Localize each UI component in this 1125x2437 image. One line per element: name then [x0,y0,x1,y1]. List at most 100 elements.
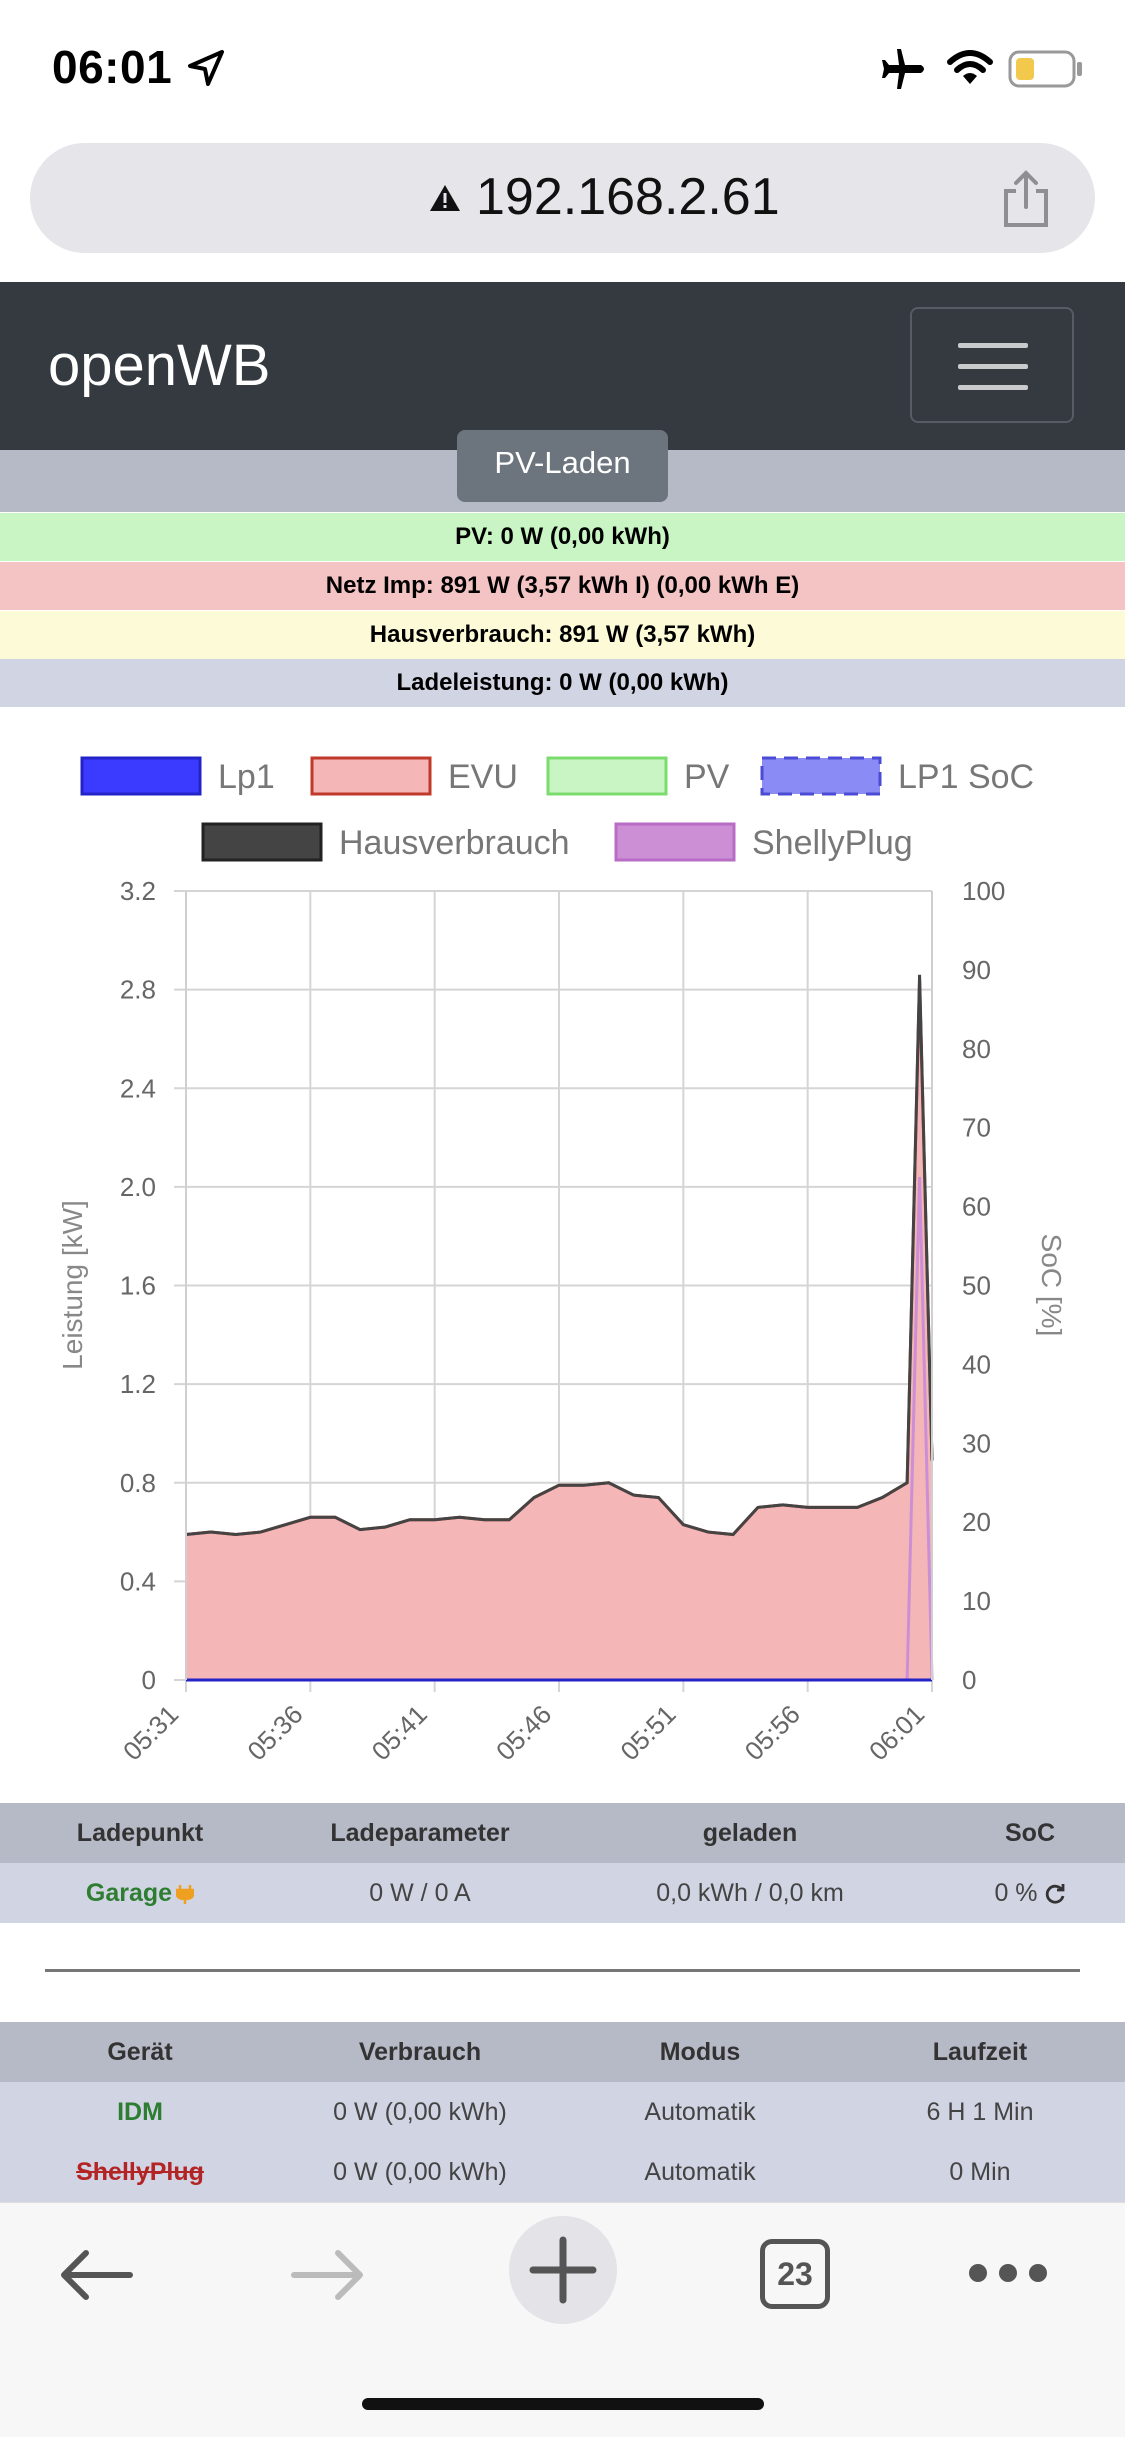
y-tick-label: 2.0 [120,1172,156,1202]
header-modus: Modus [659,2038,741,2066]
hausverbrauch-line [185,974,934,1537]
device-runtime: 6 H 1 Min [926,2098,1034,2126]
header-verbrauch: Verbrauch [358,2038,482,2066]
chargepoint-name[interactable]: Garage [85,1879,173,1907]
status-bar: 06:01 [0,0,1125,140]
legend-swatch [80,756,202,796]
y2-tick-label: 50 [962,1271,991,1301]
table-row: IDM 0 W (0,00 kWh) Automatik 6 H 1 Min [0,2082,1125,2142]
brand-title[interactable]: openWB [48,333,271,398]
header-geladen: geladen [702,1819,798,1847]
table-header: Gerät Verbrauch Modus Laufzeit [0,2022,1125,2082]
refresh-icon[interactable] [1044,1883,1066,1905]
hamburger-icon [958,385,1028,390]
power-chart: Lp1 EVU PV LP1 SoC Hausverbrauch ShellyPlug 0 0… [57,756,1067,1766]
tabs-button[interactable]: 23 [760,2239,830,2309]
browser-toolbar: 23 [0,2202,1125,2437]
more-dots-icon[interactable] [966,2261,1050,2285]
y2-tick-label: 100 [962,876,1005,906]
battery-icon [1008,50,1082,88]
legend-label: Lp1 [218,758,275,796]
chargepoint-name-cell[interactable]: Garage [40,1863,240,1923]
legend-label: EVU [448,758,518,796]
chargepoint-charged: 0,0 kWh / 0,0 km [656,1879,844,1907]
navbar: openWB [0,282,1125,450]
x-tick-label: 06:01 [863,1699,930,1766]
legend-label: LP1 SoC [898,758,1034,796]
y-tick-label: 3.2 [120,876,156,906]
y2-tick-label: 0 [962,1665,976,1695]
y2-tick-label: 20 [962,1507,991,1537]
chargepoint-soc: 0 % [994,1879,1038,1907]
url-text[interactable]: 192.168.2.61 [476,168,780,226]
y-tick-label: 2.8 [120,975,156,1005]
device-consumption: 0 W (0,00 kWh) [333,2158,507,2186]
forward-arrow-icon[interactable] [290,2247,366,2303]
chargepoint-param: 0 W / 0 A [369,1879,471,1907]
y2-axis-label: SoC [%] [1036,1234,1067,1337]
x-tick-label: 05:41 [366,1699,433,1766]
x-tick-label: 05:36 [241,1699,308,1766]
chargepoint-soc-cell: 0 % [960,1863,1100,1923]
x-tick-label: 05:31 [117,1699,184,1766]
header-laufzeit: Laufzeit [932,2038,1028,2066]
home-indicator [362,2398,764,2410]
device-name-idm[interactable]: IDM [117,2098,163,2126]
header-ladepunkt: Ladepunkt [76,1819,204,1847]
airplane-icon [882,49,924,89]
y2-tick-label: 90 [962,955,991,985]
legend-swatch [201,822,323,862]
y2-tick-label: 80 [962,1034,991,1064]
y2-tick-label: 40 [962,1349,991,1379]
x-tick-label: 05:51 [614,1699,681,1766]
charging-power-info: Ladeleistung: 0 W (0,00 kWh) [0,659,1125,707]
table-row: ShellyPlug 0 W (0,00 kWh) Automatik 0 Mi… [0,2142,1125,2202]
legend-swatch [614,822,736,862]
legend-swatch [546,756,668,796]
y-tick-label: 1.2 [120,1369,156,1399]
y-tick-label: 0 [142,1665,156,1695]
y2-tick-label: 70 [962,1113,991,1143]
location-arrow-icon [188,50,224,86]
plug-icon [176,1885,195,1905]
y-tick-label: 1.6 [120,1271,156,1301]
y2-tick-label: 10 [962,1586,991,1616]
device-mode[interactable]: Automatik [644,2098,756,2126]
device-mode[interactable]: Automatik [644,2158,756,2186]
divider [45,1969,1080,1972]
status-time: 06:01 [52,41,173,93]
evu-area [186,979,932,1680]
legend-label: ShellyPlug [752,824,913,862]
header-ladeparameter: Ladeparameter [330,1819,510,1847]
pv-info: PV: 0 W (0,00 kWh) [0,513,1125,561]
y-axis-label: Leistung [kW] [57,1200,88,1370]
header-geraet: Gerät [107,2038,173,2066]
x-tick-label: 05:56 [739,1699,806,1766]
grid-import-info: Netz Imp: 891 W (3,57 kWh I) (0,00 kWh E… [0,562,1125,610]
legend-label: Hausverbrauch [339,824,570,862]
back-arrow-icon[interactable] [58,2247,134,2303]
hamburger-icon [958,343,1028,348]
legend-swatch [310,756,432,796]
wifi-icon [947,50,993,84]
table-header: Ladepunkt Ladeparameter geladen SoC [0,1803,1125,1863]
new-tab-plus-icon[interactable] [508,2215,618,2325]
table-row: Garage 0 W / 0 A 0,0 kWh / 0,0 km 0 % [0,1863,1125,1923]
device-name-shellyplug[interactable]: ShellyPlug [76,2158,204,2186]
device-consumption: 0 W (0,00 kWh) [333,2098,507,2126]
url-bar[interactable]: 192.168.2.61 [30,143,1095,253]
house-consumption-info: Hausverbrauch: 891 W (3,57 kWh) [0,611,1125,659]
y-tick-label: 0.8 [120,1468,156,1498]
legend-label: PV [684,758,730,796]
y2-tick-label: 30 [962,1428,991,1458]
y-tick-label: 0.4 [120,1566,156,1596]
menu-toggle-button[interactable] [910,307,1074,423]
device-runtime: 0 Min [949,2158,1011,2186]
charge-mode-button[interactable]: PV-Laden [457,430,668,502]
x-tick-label: 05:46 [490,1699,557,1766]
warning-icon [430,185,460,211]
share-icon[interactable] [998,169,1054,229]
hamburger-icon [958,364,1028,369]
legend-swatch [760,756,882,796]
header-soc: SoC [1005,1819,1055,1847]
